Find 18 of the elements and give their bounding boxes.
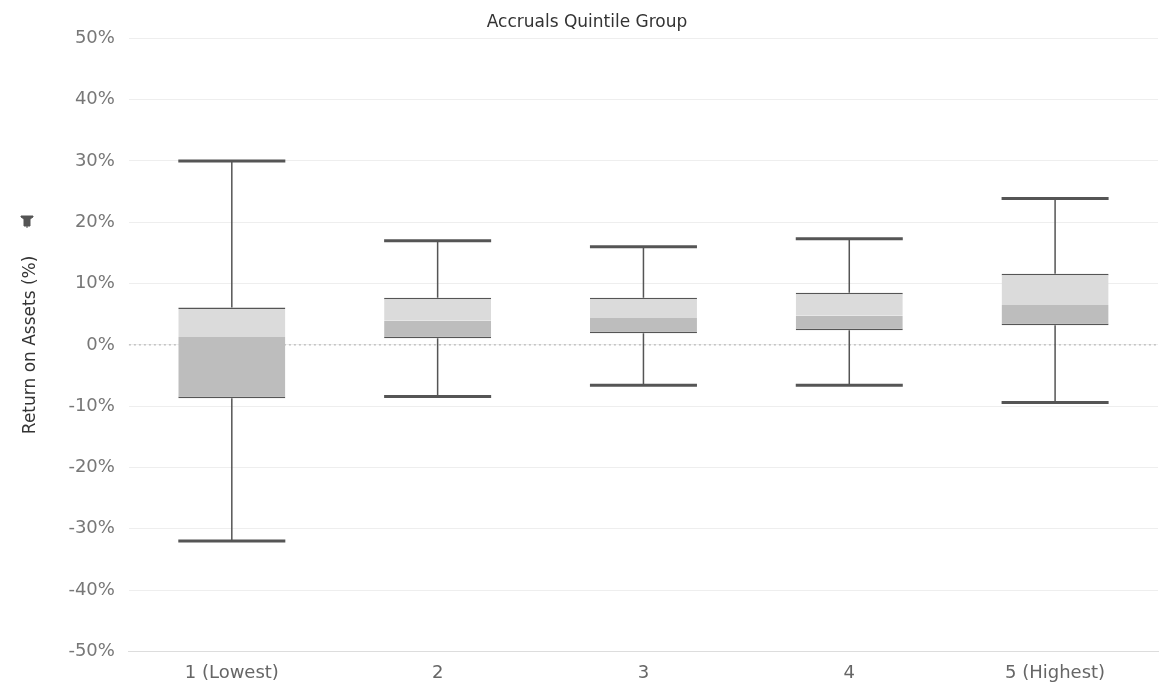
chart-title: Accruals Quintile Group xyxy=(486,10,688,31)
y-tick-label: 50% xyxy=(74,26,115,48)
y-tick-label: -30% xyxy=(68,516,115,538)
x-tick-label: 3 xyxy=(637,660,650,682)
x-tick-label: 1 (Lowest) xyxy=(184,660,279,682)
y-tick-label: -20% xyxy=(68,455,115,477)
y-tick-label: -50% xyxy=(68,639,115,661)
y-tick-label: 40% xyxy=(74,87,115,109)
y-tick-label: 30% xyxy=(74,148,115,170)
x-tick-label: 4 xyxy=(843,660,855,682)
x-tick-label: 5 (Highest) xyxy=(1005,660,1106,682)
y-tick-label: -40% xyxy=(68,577,115,599)
y-tick-label: 20% xyxy=(74,209,115,231)
y-tick-label: 0% xyxy=(86,332,115,354)
y-tick-label: 10% xyxy=(74,271,115,293)
y-tick-label: -10% xyxy=(68,393,115,415)
x-tick-label: 2 xyxy=(431,660,444,682)
y-axis-title: Return on Assets (%) xyxy=(18,255,39,435)
